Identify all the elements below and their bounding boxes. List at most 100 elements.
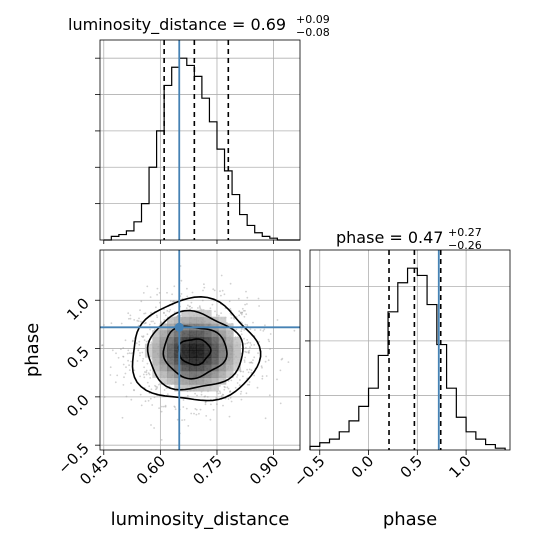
sample-point: [234, 386, 237, 389]
sample-point: [164, 404, 167, 407]
density-cell: [152, 337, 161, 345]
sample-point: [133, 369, 136, 372]
density-cell: [189, 337, 197, 345]
sample-point: [206, 396, 209, 398]
sample-point: [241, 311, 244, 314]
sample-point: [222, 394, 225, 396]
sample-point: [175, 456, 177, 458]
sample-point: [262, 330, 265, 332]
sample-point: [127, 349, 130, 352]
sample-point: [103, 396, 106, 398]
sample-point: [254, 329, 256, 331]
density-cell: [167, 377, 175, 385]
sample-point: [111, 349, 114, 352]
sample-point: [217, 392, 220, 395]
sample-point: [244, 323, 247, 326]
sample-point: [227, 387, 230, 390]
sample-point: [145, 340, 148, 343]
sample-point: [164, 405, 167, 408]
sample-point: [144, 322, 147, 324]
sample-point: [142, 336, 144, 338]
density-cell: [167, 357, 175, 365]
density-cell: [174, 350, 183, 358]
sample-point: [156, 293, 159, 296]
sample-point: [109, 366, 112, 369]
title-ph-plus: +0.27: [448, 226, 482, 239]
sample-point: [265, 375, 268, 377]
sample-point: [252, 321, 254, 324]
sample-point: [250, 372, 253, 374]
density-cell: [152, 357, 161, 365]
density-cell: [211, 337, 219, 345]
sample-point: [236, 382, 239, 384]
sample-point: [142, 335, 145, 338]
sample-point: [169, 309, 172, 311]
density-cell: [196, 330, 205, 338]
sample-point: [146, 285, 149, 288]
density-cell: [159, 370, 168, 378]
sample-point: [103, 324, 105, 326]
density-cell: [203, 377, 212, 385]
sample-point: [127, 317, 130, 320]
sample-point: [279, 369, 282, 372]
sample-point: [267, 338, 270, 341]
density-cell: [167, 370, 175, 378]
sample-point: [236, 374, 239, 376]
sample-point: [138, 317, 140, 320]
title-ph-minus: −0.26: [448, 239, 482, 252]
sample-point: [191, 306, 193, 309]
sample-point: [203, 283, 205, 286]
sample-point: [252, 359, 254, 361]
y-tick-label-2: 0.5: [63, 343, 93, 373]
sample-point: [216, 314, 218, 316]
sample-point: [269, 348, 271, 350]
density-cell: [196, 337, 205, 345]
sample-point: [247, 341, 250, 344]
sample-point: [122, 355, 125, 358]
sample-point: [242, 375, 244, 378]
sample-point: [261, 377, 264, 380]
sample-point: [230, 317, 233, 319]
sample-point: [194, 392, 197, 395]
sample-point: [146, 333, 149, 336]
sample-point: [246, 296, 249, 299]
sample-point: [203, 395, 206, 398]
sample-point: [220, 312, 223, 314]
density-cell: [174, 364, 183, 372]
sample-point: [246, 342, 249, 345]
sample-point: [257, 352, 259, 354]
density-cell: [152, 343, 161, 351]
sample-point: [247, 371, 250, 374]
sample-point: [226, 386, 229, 389]
sample-point: [123, 376, 125, 379]
density-cell: [174, 357, 183, 365]
sample-point: [238, 310, 241, 313]
density-cell: [196, 377, 205, 385]
sample-point: [249, 342, 252, 344]
sample-point: [149, 377, 152, 379]
density-cell: [225, 370, 234, 378]
sample-point: [243, 315, 246, 318]
sample-point: [243, 361, 246, 363]
sample-point: [153, 396, 156, 399]
sample-point: [235, 328, 238, 331]
sample-point: [189, 308, 192, 311]
sample-point: [143, 339, 146, 342]
density-cell: [211, 384, 219, 392]
x-tick-label-3: 1.0: [445, 452, 475, 482]
sample-point: [148, 373, 151, 376]
sample-point: [168, 385, 171, 388]
density-cell: [152, 364, 161, 372]
sample-point: [199, 308, 202, 310]
sample-point: [256, 386, 259, 389]
sample-point: [204, 401, 207, 403]
sample-point: [146, 362, 149, 365]
sample-point: [150, 312, 152, 314]
density-cell: [225, 364, 234, 372]
sample-point: [155, 385, 157, 388]
density-cell: [167, 330, 175, 338]
sample-point: [164, 314, 167, 317]
sample-point: [150, 320, 153, 323]
sample-point: [186, 295, 189, 298]
sample-point: [204, 395, 207, 398]
